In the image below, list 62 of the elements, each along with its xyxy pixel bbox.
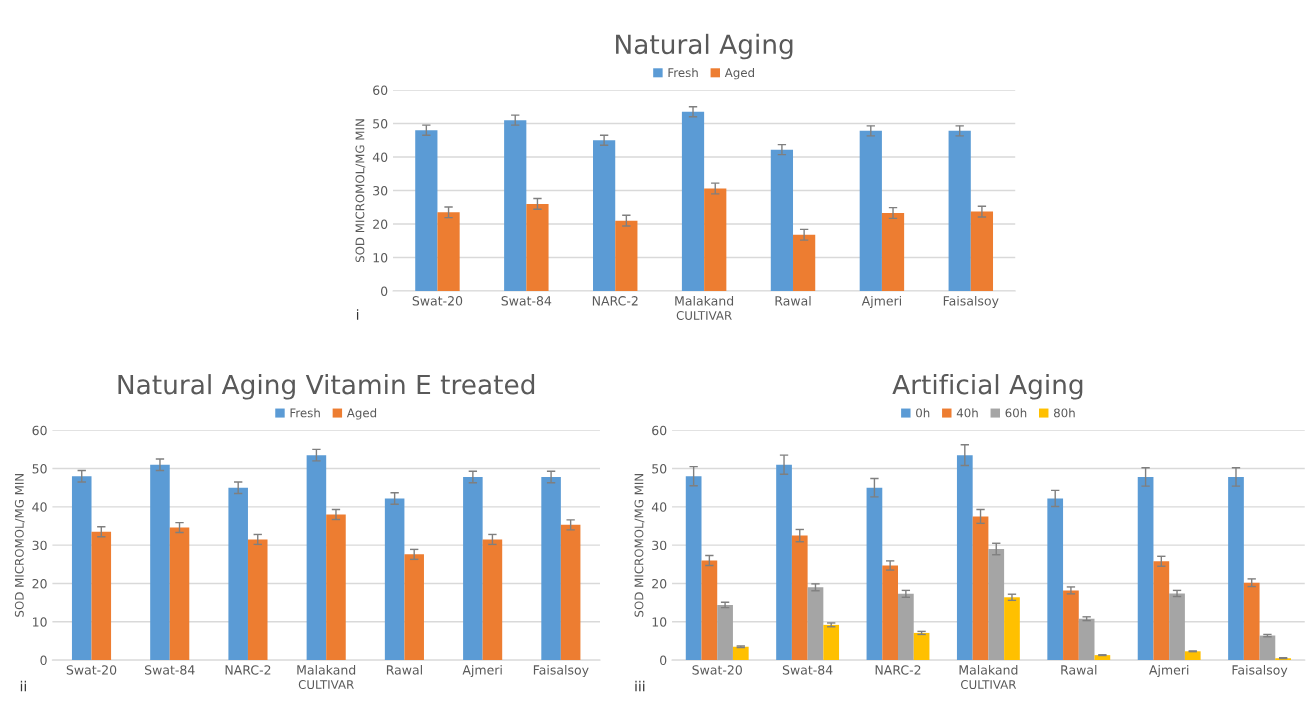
y-tick-label: 50 bbox=[652, 464, 667, 474]
y-tick-label: 40 bbox=[32, 502, 47, 512]
text: iii bbox=[635, 680, 645, 692]
x-tick-label: Malakand bbox=[675, 295, 734, 306]
y-tick-label: 0 bbox=[660, 655, 667, 666]
x-tick-label: Ajmeri bbox=[462, 664, 502, 678]
x-tick-label: Faisalsoy bbox=[943, 295, 999, 308]
text: i bbox=[356, 309, 359, 320]
y-tick-label: 0 bbox=[381, 286, 388, 296]
legend-label: Fresh bbox=[290, 408, 320, 418]
y-tick-label: 10 bbox=[33, 617, 47, 627]
y-tick-label: 50 bbox=[373, 118, 388, 129]
chart-title: Artificial Aging bbox=[892, 374, 1083, 400]
x-tick-label: NARC-2 bbox=[225, 665, 271, 675]
y-tick-label: 30 bbox=[32, 540, 47, 551]
legend-label: Aged bbox=[724, 67, 754, 80]
legend-label: 40h bbox=[956, 408, 978, 418]
chart-title: Natural Aging Vitamin E treated bbox=[118, 374, 535, 400]
y-tick-label: 20 bbox=[373, 219, 388, 229]
y-tick-label: 40 bbox=[651, 502, 667, 512]
x-tick-label: Rawal bbox=[775, 295, 811, 306]
y-tick-label: 10 bbox=[652, 617, 667, 627]
y-tick-label: 50 bbox=[32, 464, 47, 474]
legend-label: Fresh bbox=[668, 67, 698, 78]
y-tick-label: 40 bbox=[372, 152, 388, 162]
legend-label: 60h bbox=[1005, 408, 1027, 418]
y-tick-label: 60 bbox=[373, 85, 388, 95]
y-tick-label: 60 bbox=[652, 425, 667, 436]
y-axis-title: SOD MICROMOL/MG MIN bbox=[14, 474, 25, 617]
x-axis-title: CULTIVAR bbox=[960, 680, 1017, 689]
x-tick-label: Faisalsoy bbox=[1232, 664, 1288, 678]
legend-label: 0h bbox=[916, 408, 930, 418]
y-tick-label: 60 bbox=[32, 425, 47, 436]
x-tick-label: Rawal bbox=[386, 664, 422, 675]
x-tick-label: Malakand bbox=[959, 664, 1018, 675]
x-tick-label: Ajmeri bbox=[861, 295, 901, 308]
y-axis-title: SOD MICROMOL/MG MIN bbox=[634, 474, 645, 617]
y-tick-label: 20 bbox=[32, 578, 47, 589]
x-tick-label: Faisalsoy bbox=[533, 664, 589, 678]
x-tick-label: Swat-84 bbox=[145, 665, 195, 675]
y-tick-label: 0 bbox=[40, 655, 47, 666]
x-tick-label: Swat-20 bbox=[692, 665, 742, 675]
y-tick-label: 30 bbox=[652, 540, 667, 551]
y-axis-title: SOD MICROMOL/MG MIN bbox=[355, 119, 366, 263]
x-axis-title: CULTIVAR bbox=[298, 680, 354, 689]
x-tick-label: Swat-84 bbox=[501, 296, 552, 306]
x-tick-label: Swat-84 bbox=[782, 665, 833, 675]
y-tick-label: 20 bbox=[652, 578, 667, 589]
x-tick-label: Rawal bbox=[1061, 664, 1097, 675]
legend-label: Aged bbox=[346, 408, 377, 420]
x-tick-label: Ajmeri bbox=[1149, 664, 1189, 678]
chart-title: Natural Aging bbox=[616, 33, 793, 60]
x-tick-label: Malakand bbox=[297, 664, 356, 675]
x-tick-label: Swat-20 bbox=[412, 296, 463, 306]
y-tick-label: 30 bbox=[373, 185, 388, 196]
x-tick-label: Swat-20 bbox=[66, 665, 117, 675]
x-axis-title: CULTIVAR bbox=[676, 310, 732, 320]
x-tick-label: NARC-2 bbox=[875, 665, 921, 675]
x-tick-label: NARC-2 bbox=[592, 296, 638, 306]
legend-label: 80h bbox=[1053, 408, 1075, 418]
y-tick-label: 10 bbox=[373, 253, 388, 263]
text: ii bbox=[20, 680, 26, 692]
